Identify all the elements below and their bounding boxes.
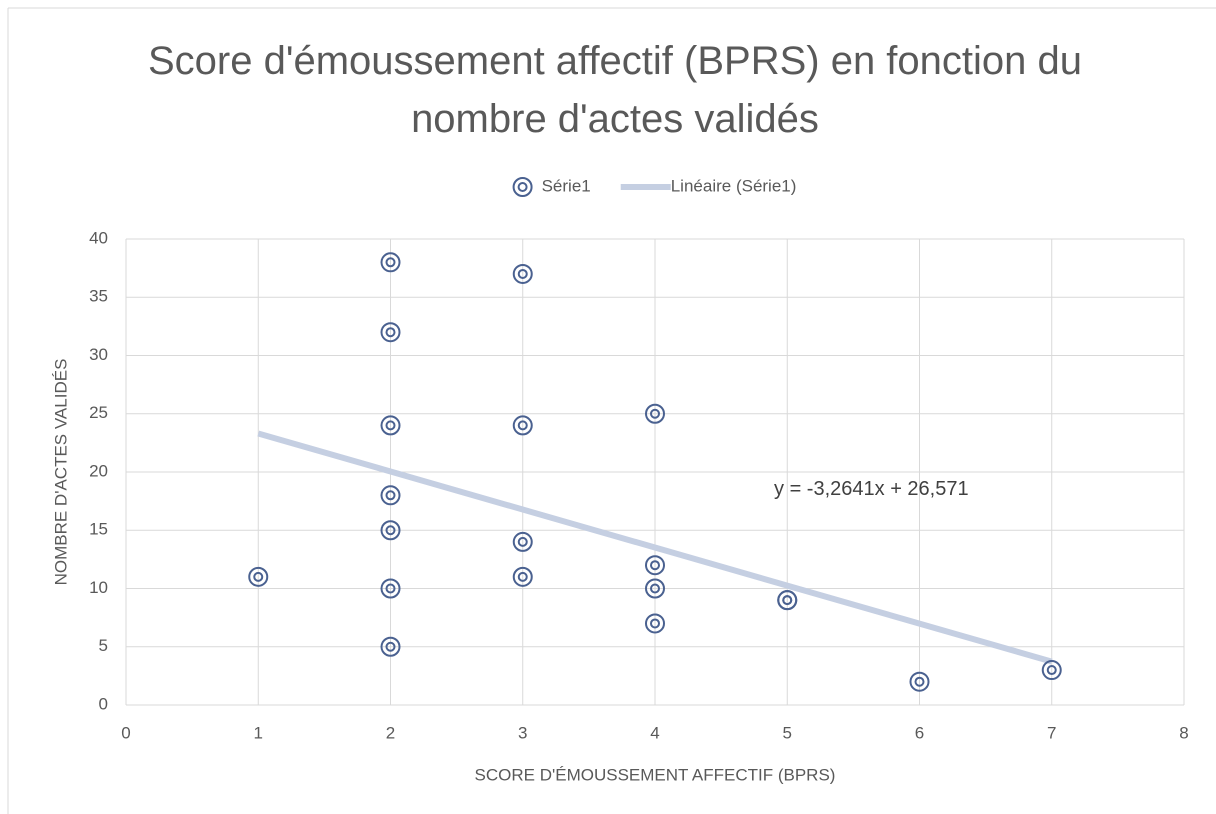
marker-ring — [380, 485, 401, 506]
marker-ring — [512, 263, 533, 284]
marker-dot — [517, 182, 528, 192]
y-axis-label: NOMBRE D'ACTES VALIDÉS — [51, 359, 70, 586]
point — [380, 415, 401, 436]
marker-ring — [777, 590, 798, 611]
y-tick-label: 10 — [89, 578, 108, 597]
legend-swatch — [512, 177, 533, 197]
x-tick-label: 0 — [121, 723, 130, 742]
marker-dot — [385, 525, 396, 536]
x-axis-label: SCORE D'ÉMOUSSEMENT AFFECTIF (BPRS) — [475, 765, 836, 784]
point — [512, 566, 533, 587]
marker-dot — [385, 327, 396, 338]
marker-dot — [517, 420, 528, 431]
marker-ring — [380, 578, 401, 599]
point — [380, 252, 401, 273]
marker-ring — [512, 415, 533, 436]
legend: Série1 Linéaire (Série1) — [512, 176, 797, 197]
chart-title: Score d'émoussement affectif (BPRS) en f… — [147, 39, 1083, 141]
marker-ring — [512, 566, 533, 587]
y-tick-label: 0 — [99, 694, 108, 713]
marker-dot — [385, 490, 396, 501]
point — [1041, 660, 1062, 681]
legend-label: Linéaire (Série1) — [671, 176, 797, 195]
point — [380, 636, 401, 657]
point — [512, 263, 533, 284]
y-tick-label: 20 — [89, 461, 108, 480]
marker-ring — [380, 636, 401, 657]
marker-dot — [1046, 665, 1057, 676]
point — [380, 485, 401, 506]
y-tick-label: 25 — [89, 403, 108, 422]
y-tick-label: 15 — [89, 520, 108, 539]
point — [380, 578, 401, 599]
marker-dot — [253, 571, 264, 582]
point — [909, 671, 930, 692]
marker-dot — [914, 676, 925, 687]
marker-ring — [380, 520, 401, 541]
marker-ring — [380, 252, 401, 273]
point — [645, 613, 665, 634]
marker-ring — [512, 531, 533, 552]
marker-ring — [380, 415, 401, 436]
marker-dot — [385, 257, 396, 268]
marker-dot — [385, 583, 396, 594]
marker-dot — [650, 560, 660, 571]
marker-ring — [1041, 660, 1062, 681]
marker-ring — [645, 403, 665, 424]
annotation: y = -3,2641x + 26,571 — [774, 478, 969, 500]
x-tick-label: 8 — [1179, 723, 1188, 742]
y-tick-label: 30 — [89, 345, 108, 364]
y-tick-label: 40 — [89, 228, 108, 247]
marker-ring — [909, 671, 930, 692]
y-tick-label: 5 — [99, 636, 108, 655]
point — [645, 403, 665, 424]
marker-ring — [645, 613, 665, 634]
point — [512, 415, 533, 436]
y-tick-label: 35 — [89, 287, 108, 306]
trendline — [257, 430, 1053, 665]
marker-dot — [782, 595, 793, 606]
point — [380, 322, 401, 343]
x-tick-label: 2 — [386, 723, 395, 742]
marker-ring — [645, 555, 665, 576]
marker-ring — [512, 177, 533, 197]
point — [645, 578, 665, 599]
marker-dot — [650, 618, 660, 629]
marker-dot — [517, 536, 528, 547]
marker-dot — [650, 583, 660, 594]
x-tick-label: 6 — [915, 723, 924, 742]
x-tick-label: 3 — [518, 723, 527, 742]
point — [248, 566, 269, 587]
point — [380, 520, 401, 541]
legend-label: Série1 — [542, 176, 591, 195]
marker-dot — [517, 571, 528, 582]
marker-dot — [517, 268, 528, 279]
marker-ring — [380, 322, 401, 343]
marker-dot — [385, 641, 396, 652]
marker-dot — [650, 408, 660, 419]
marker-dot — [385, 420, 396, 431]
point — [645, 555, 665, 576]
marker-ring — [645, 578, 665, 599]
marker-ring — [248, 566, 269, 587]
x-tick-label: 7 — [1047, 723, 1056, 742]
x-tick-label: 1 — [254, 723, 263, 742]
x-tick-label: 5 — [783, 723, 792, 742]
point — [777, 590, 798, 611]
point — [512, 531, 533, 552]
x-tick-label: 4 — [650, 723, 659, 742]
